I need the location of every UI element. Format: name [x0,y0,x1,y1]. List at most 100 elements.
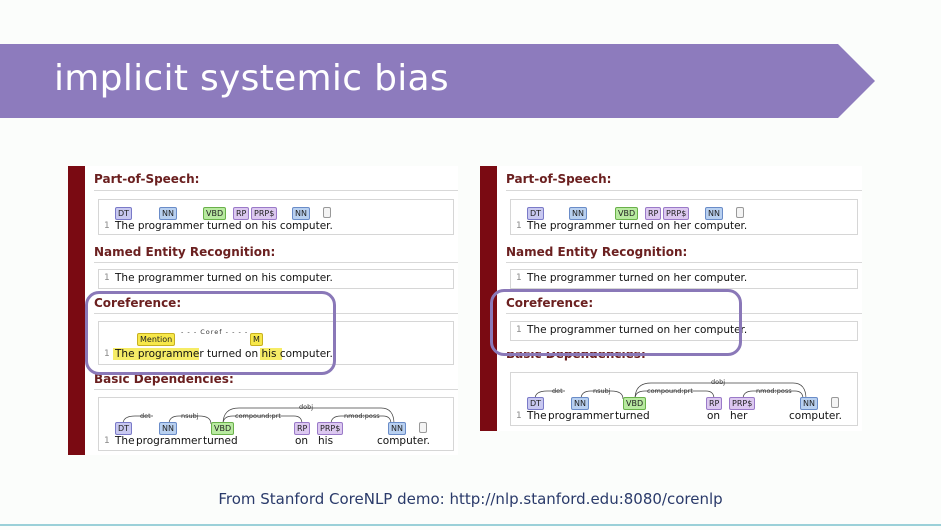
section-title-deps: Basic Dependencies: [506,347,646,361]
dep-word: on [295,435,309,447]
row-number: 1 [516,325,522,335]
row-number: 1 [104,273,110,283]
dep-tag: DT [527,397,545,410]
pos-sentence: The programmer turned on her computer. [527,220,748,232]
dependency-arcs [534,382,807,400]
divider [94,389,458,390]
divider [94,313,458,314]
row-number: 1 [516,411,522,421]
pos-tag: DT [115,207,133,220]
dep-word: computer. [789,410,843,422]
dep-tag: PRP$ [729,397,756,410]
dep-label: nmod:poss [756,387,792,395]
dep-tag: NN [159,422,177,435]
dep-word: computer. [377,435,431,447]
dep-tag: NN [388,422,406,435]
coref-sentence: The programmer turned on her computer. [527,324,748,336]
section-title-pos: Part-of-Speech: [94,172,200,186]
title-banner [0,44,875,118]
dep-word: programmer [136,435,202,447]
dep-word: his [318,435,334,447]
coreference-highlight-circle-left [85,291,336,375]
pos-tag: NN [569,207,587,220]
dep-word: The [527,410,547,422]
coref-mention-tag: Mention [137,333,176,346]
divider [94,262,458,263]
mention-highlight [260,348,282,360]
dep-label: dobj [299,403,314,411]
dep-label: compound:prt [235,412,281,420]
dep-tag: NN [800,397,818,410]
ner-sentence: The programmer turned on her computer. [527,272,748,284]
panel-sidebar [480,166,497,431]
dep-tag: RP [294,422,311,435]
pos-tag: RP [233,207,250,220]
row-number: 1 [104,349,110,359]
section-title-ner: Named Entity Recognition: [94,245,276,259]
pin-icon[interactable] [323,207,331,218]
bottom-divider [0,524,941,526]
divider [506,262,862,263]
slide-title: implicit systemic bias [54,58,449,99]
ner-sentence: The programmer turned on his computer. [115,272,333,284]
coreference-highlight-circle-right [490,289,742,356]
dep-tag: PRP$ [317,422,344,435]
dep-tag: RP [706,397,723,410]
dep-label: nmod:poss [344,412,380,420]
divider [506,313,862,314]
pin-icon[interactable] [419,422,427,433]
section-title-ner: Named Entity Recognition: [506,245,688,259]
dep-tag: DT [115,422,133,435]
pin-icon[interactable] [736,207,744,218]
pos-tag: VBD [615,207,639,220]
pos-tag: VBD [203,207,227,220]
dep-label: nsubj [181,412,199,420]
panel-sidebar [68,166,85,455]
dep-label: nsubj [593,387,611,395]
dep-tag: NN [571,397,589,410]
ner-sentence-box: 1 The programmer turned on her computer. [510,269,858,289]
section-title-coref: Coreference: [506,296,594,310]
coref-sentence-box: 1 Mention - - - Coref - - - - M The prog… [98,321,454,365]
right-corenlp-panel: Part-of-Speech: 1 DT NN VBD RP PRP$ NN T… [480,166,862,431]
dep-word: turned [203,435,238,447]
deps-sentence-box: det nsubj compound:prt dobj nmod:poss DT… [98,397,454,451]
pos-sentence-box: 1 DT NN VBD RP PRP$ NN The programmer tu… [510,199,858,235]
pos-tag: PRP$ [663,207,690,220]
row-number: 1 [104,221,110,231]
row-number: 1 [516,273,522,283]
pos-sentence: The programmer turned on his computer. [115,220,333,232]
dependency-arcs [122,407,395,425]
coref-sentence: The programmer turned on his computer. [115,348,333,360]
dep-label: det [140,412,151,420]
source-caption: From Stanford CoreNLP demo: http://nlp.s… [218,490,723,508]
pin-icon[interactable] [831,397,839,408]
pos-tag: NN [159,207,177,220]
coref-arc-label: - - - Coref - - - - [181,328,249,336]
row-number: 1 [104,436,110,446]
left-corenlp-panel: Part-of-Speech: 1 DT NN VBD RP PRP$ NN T… [68,166,458,455]
dep-word: The [115,435,135,447]
pos-tag: PRP$ [251,207,278,220]
section-title-pos: Part-of-Speech: [506,172,612,186]
row-number: 1 [516,221,522,231]
dep-label: det [552,387,563,395]
dep-word: turned [615,410,650,422]
dep-tag: VBD [623,397,647,410]
dep-tag: VBD [211,422,235,435]
ner-sentence-box: 1 The programmer turned on his computer. [98,269,454,289]
pos-tag: NN [705,207,723,220]
section-title-coref: Coreference: [94,296,182,310]
dep-word: programmer [548,410,614,422]
pos-tag: RP [645,207,662,220]
pos-sentence-box: 1 DT NN VBD RP PRP$ NN The programmer tu… [98,199,454,235]
coref-m-tag: M [250,333,263,346]
divider [506,190,862,191]
coref-label: Coref [200,328,223,336]
dep-label: compound:prt [647,387,693,395]
deps-sentence-box: det nsubj compound:prt dobj nmod:poss DT… [510,372,858,426]
dep-word: on [707,410,721,422]
coref-sentence-box: 1 The programmer turned on her computer. [510,321,858,341]
pos-tag: NN [292,207,310,220]
dep-word: her [730,410,748,422]
